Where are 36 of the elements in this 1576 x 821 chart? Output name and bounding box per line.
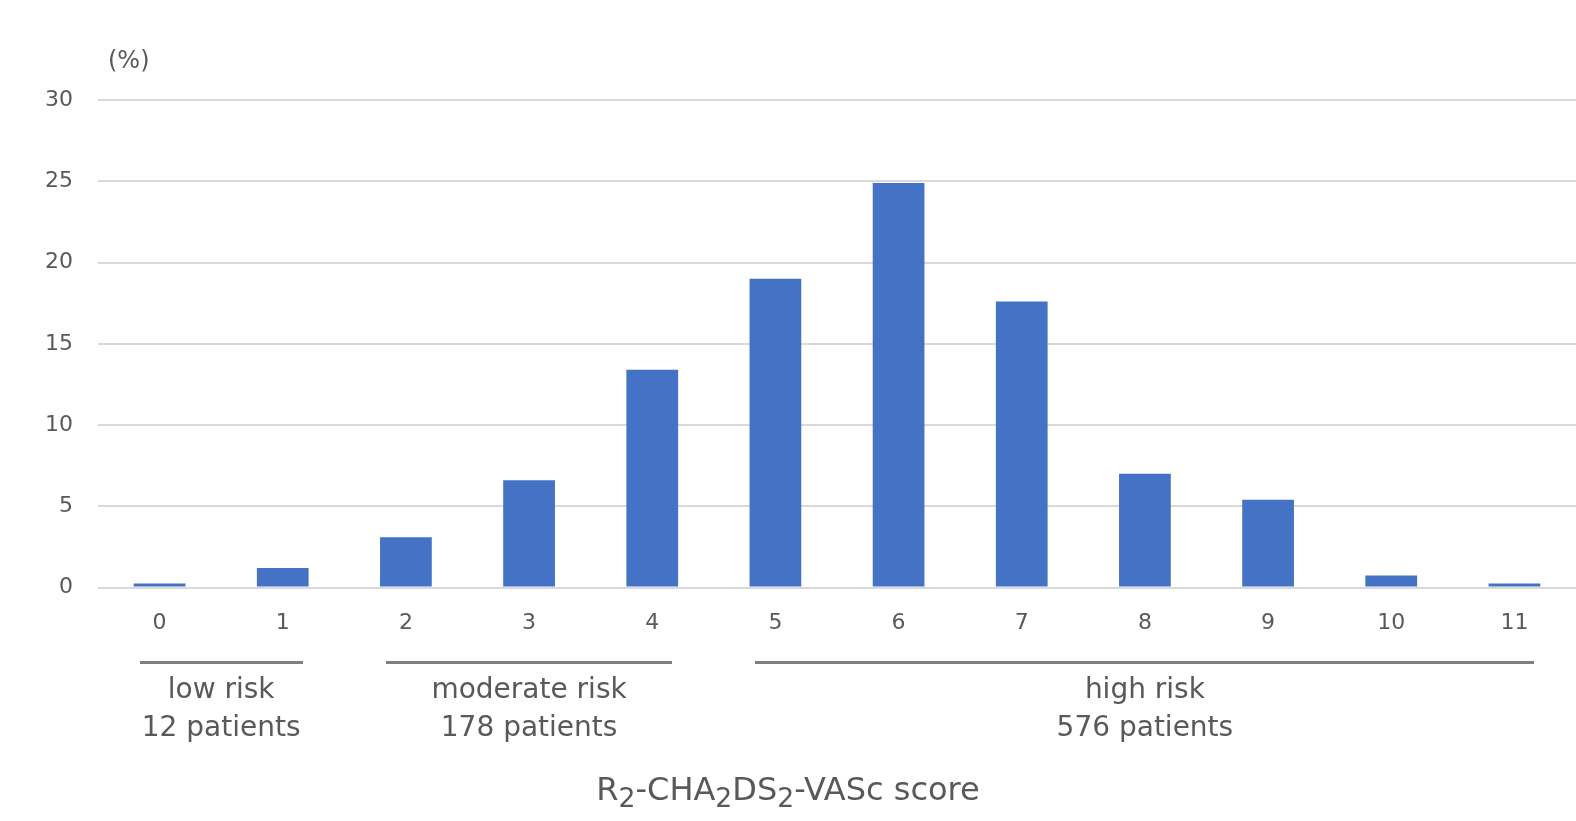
x-tick-label: 0 xyxy=(152,608,167,634)
y-tick-label: 30 xyxy=(44,85,73,111)
bar xyxy=(1242,499,1294,587)
bar xyxy=(503,480,555,587)
x-tick-label: 9 xyxy=(1261,608,1276,634)
x-tick-label: 5 xyxy=(768,608,783,634)
x-tick-label: 2 xyxy=(398,608,413,634)
x-tick-label: 8 xyxy=(1137,608,1152,634)
bar xyxy=(1488,583,1541,587)
y-tick-label: 5 xyxy=(58,492,73,518)
y-tick-label: 25 xyxy=(44,166,73,192)
text: high risk 576 patients xyxy=(1055,671,1235,745)
x-tick-label: 1 xyxy=(275,608,290,634)
bar xyxy=(256,568,309,587)
x-tick-label: 10 xyxy=(1377,608,1406,634)
y-tick-label: 20 xyxy=(44,248,73,274)
bar xyxy=(380,537,432,587)
y-axis-title: (%) xyxy=(108,46,150,74)
x-tick-label: 11 xyxy=(1500,608,1529,634)
y-tick-label: 15 xyxy=(44,329,73,355)
x-tick-label: 6 xyxy=(891,608,906,634)
text: low risk 12 patients xyxy=(140,671,302,745)
bar xyxy=(133,583,186,587)
bar xyxy=(1365,575,1418,587)
bar xyxy=(1119,473,1171,587)
bar xyxy=(626,369,679,587)
bar xyxy=(872,182,925,587)
bar xyxy=(995,301,1048,587)
x-tick-label: 3 xyxy=(522,608,537,634)
text: moderate risk 178 patients xyxy=(430,671,628,745)
bar xyxy=(749,278,802,587)
x-tick-label: 7 xyxy=(1014,608,1029,634)
y-tick-label: 0 xyxy=(58,573,73,599)
y-tick-label: 10 xyxy=(44,410,73,436)
x-tick-label: 4 xyxy=(645,608,660,634)
x-axis-title: R$_{2}$-CHA$_{2}$DS$_{2}$-VASc score xyxy=(595,770,981,814)
